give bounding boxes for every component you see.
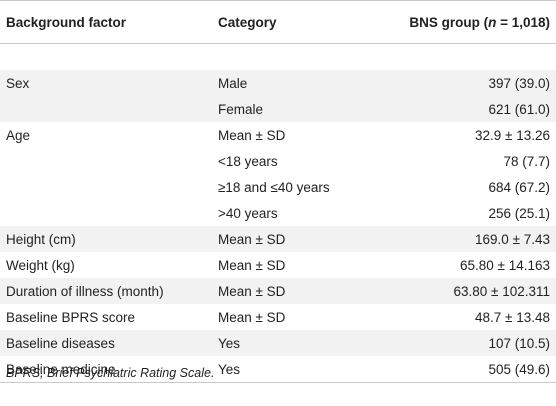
row-factor: Weight (kg) <box>6 257 75 273</box>
background-factors-table: Background factor Category BNS group (n … <box>0 0 556 383</box>
row-value <box>392 43 556 70</box>
row-value: 48.7 ± 13.48 <box>475 309 550 325</box>
row-value: 107 (10.5) <box>392 330 556 356</box>
row-category: Female <box>212 96 392 122</box>
table-row: Height (cm) Mean ± SD 169.0 ± 7.43 <box>0 226 556 252</box>
table-row <box>0 43 556 70</box>
table-row: Weight (kg) Mean ± SD 65.80 ± 14.163 <box>0 252 556 278</box>
table-row: Baseline medicine Yes 505 (49.6) <box>0 356 556 383</box>
row-category: >40 years <box>218 205 278 221</box>
row-factor: Baseline diseases <box>0 330 212 356</box>
row-category: Mean ± SD <box>212 226 392 252</box>
header-bns-prefix: BNS group ( <box>409 14 489 30</box>
row-factor <box>0 96 212 122</box>
header-bns-n: n <box>488 14 497 30</box>
row-category: Mean ± SD <box>212 278 392 304</box>
row-factor: Duration of illness (month) <box>0 278 212 304</box>
table-footnote: BPRS, Brief Psychiatric Rating Scale. <box>6 366 215 380</box>
row-factor: Sex <box>0 70 212 96</box>
table-row: Duration of illness (month) Mean ± SD 63… <box>0 278 556 304</box>
row-value: 256 (25.1) <box>488 205 550 221</box>
header-bns-group: BNS group (n = 1,018) <box>392 0 556 44</box>
table-header-row: Background factor Category BNS group (n … <box>0 0 556 44</box>
row-value: 65.80 ± 14.163 <box>460 257 550 273</box>
row-factor: Baseline BPRS score <box>6 309 136 325</box>
row-value: 169.0 ± 7.43 <box>392 226 556 252</box>
row-value: 621 (61.0) <box>392 96 556 122</box>
row-factor: Baseline medicine <box>0 356 212 383</box>
row-factor: Height (cm) <box>0 226 212 252</box>
row-category: Mean ± SD <box>218 309 286 325</box>
header-bns-suffix: = 1,018) <box>496 14 550 30</box>
row-factor <box>0 148 212 174</box>
row-category: Male <box>212 70 392 96</box>
header-background-factor: Background factor <box>0 0 212 44</box>
table-row: Sex Male 397 (39.0) <box>0 70 556 96</box>
row-factor <box>0 174 212 200</box>
row-factor: Age <box>6 127 31 143</box>
table-row: Baseline BPRS score Mean ± SD 48.7 ± 13.… <box>0 304 556 330</box>
row-category: Yes <box>212 330 392 356</box>
row-value: 397 (39.0) <box>392 70 556 96</box>
header-category: Category <box>212 0 392 44</box>
row-category: Mean ± SD <box>218 257 286 273</box>
row-category <box>212 43 392 70</box>
row-category: ≥18 and ≤40 years <box>218 179 330 195</box>
table-row: Baseline diseases Yes 107 (10.5) <box>0 330 556 356</box>
table-row: <18 years 78 (7.7) <box>0 148 556 174</box>
row-value: 32.9 ± 13.26 <box>475 127 550 143</box>
table-row: Age Mean ± SD 32.9 ± 13.26 <box>0 122 556 148</box>
row-value: 63.80 ± 102.311 <box>392 278 556 304</box>
row-category: Yes <box>212 356 392 383</box>
row-value: 684 (67.2) <box>488 179 550 195</box>
table-row: Female 621 (61.0) <box>0 96 556 122</box>
row-value: 78 (7.7) <box>503 153 550 169</box>
row-factor <box>0 200 212 226</box>
row-factor <box>0 43 212 70</box>
table-row: ≥18 and ≤40 years 684 (67.2) <box>0 174 556 200</box>
row-category: Mean ± SD <box>218 127 286 143</box>
row-value: 505 (49.6) <box>392 356 556 383</box>
table-row: >40 years 256 (25.1) <box>0 200 556 226</box>
row-category: <18 years <box>218 153 278 169</box>
